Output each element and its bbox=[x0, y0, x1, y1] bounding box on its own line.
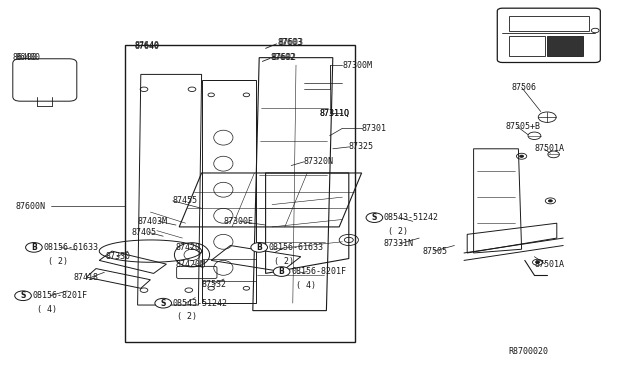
Text: 87320N: 87320N bbox=[304, 157, 334, 166]
Bar bbox=[202, 80, 256, 303]
Text: ( 2): ( 2) bbox=[388, 227, 408, 236]
Text: S: S bbox=[20, 291, 26, 300]
Text: 87600N: 87600N bbox=[16, 202, 46, 211]
Text: B: B bbox=[31, 243, 36, 252]
Text: 87501A: 87501A bbox=[534, 144, 564, 153]
Text: 87311Q: 87311Q bbox=[320, 109, 350, 118]
Text: 87403M: 87403M bbox=[138, 217, 168, 226]
Text: 87331N: 87331N bbox=[384, 239, 414, 248]
Text: 87300M: 87300M bbox=[342, 61, 372, 70]
Text: 87505: 87505 bbox=[422, 247, 447, 256]
Text: ( 2): ( 2) bbox=[274, 257, 294, 266]
Text: ( 4): ( 4) bbox=[296, 281, 316, 290]
Bar bbox=[547, 36, 583, 56]
Text: B: B bbox=[257, 243, 262, 252]
Text: 87420: 87420 bbox=[176, 243, 201, 252]
Text: 08156-8201F: 08156-8201F bbox=[291, 267, 346, 276]
Text: 87418: 87418 bbox=[74, 273, 99, 282]
Text: 87505+B: 87505+B bbox=[506, 122, 541, 131]
Text: 87311Q: 87311Q bbox=[320, 109, 350, 118]
Text: B: B bbox=[279, 267, 284, 276]
Text: 87455: 87455 bbox=[173, 196, 198, 205]
Text: 87603: 87603 bbox=[278, 38, 303, 47]
Text: 08543-51242: 08543-51242 bbox=[384, 213, 439, 222]
Circle shape bbox=[155, 298, 172, 308]
Circle shape bbox=[15, 291, 31, 301]
Text: 08156-61633: 08156-61633 bbox=[269, 243, 324, 252]
Text: 86400: 86400 bbox=[16, 53, 41, 62]
Circle shape bbox=[251, 243, 268, 252]
Text: 87420M: 87420M bbox=[176, 260, 206, 269]
Text: 87300E: 87300E bbox=[224, 217, 254, 226]
Text: 87506: 87506 bbox=[512, 83, 537, 92]
Text: R8700020: R8700020 bbox=[509, 347, 548, 356]
Text: 86400: 86400 bbox=[13, 53, 38, 62]
Circle shape bbox=[366, 213, 383, 222]
Text: S: S bbox=[161, 299, 166, 308]
Bar bbox=[125, 45, 355, 342]
Circle shape bbox=[520, 155, 524, 157]
Text: 08543-51242: 08543-51242 bbox=[173, 299, 228, 308]
Text: 87602: 87602 bbox=[271, 53, 296, 62]
Text: ( 2): ( 2) bbox=[48, 257, 68, 266]
Text: 87301: 87301 bbox=[362, 124, 387, 133]
Text: 87405: 87405 bbox=[131, 228, 156, 237]
Text: 87603: 87603 bbox=[277, 38, 302, 47]
Text: ( 4): ( 4) bbox=[37, 305, 57, 314]
Bar bbox=[509, 16, 589, 32]
Circle shape bbox=[536, 261, 540, 263]
Text: 87501A: 87501A bbox=[534, 260, 564, 269]
Text: 87330: 87330 bbox=[106, 252, 131, 261]
Circle shape bbox=[548, 200, 552, 202]
Text: ( 2): ( 2) bbox=[177, 312, 197, 321]
Circle shape bbox=[591, 28, 599, 33]
Circle shape bbox=[26, 243, 42, 252]
Text: 87640: 87640 bbox=[134, 41, 159, 50]
Text: 08156-8201F: 08156-8201F bbox=[33, 291, 88, 300]
Text: 87640: 87640 bbox=[134, 42, 159, 51]
Text: 87325: 87325 bbox=[349, 142, 374, 151]
Circle shape bbox=[273, 267, 290, 276]
Text: S: S bbox=[372, 213, 377, 222]
Bar bbox=[509, 36, 545, 56]
Text: 87532: 87532 bbox=[202, 280, 227, 289]
Text: 08156-61633: 08156-61633 bbox=[44, 243, 99, 252]
Text: 87602: 87602 bbox=[272, 53, 297, 62]
